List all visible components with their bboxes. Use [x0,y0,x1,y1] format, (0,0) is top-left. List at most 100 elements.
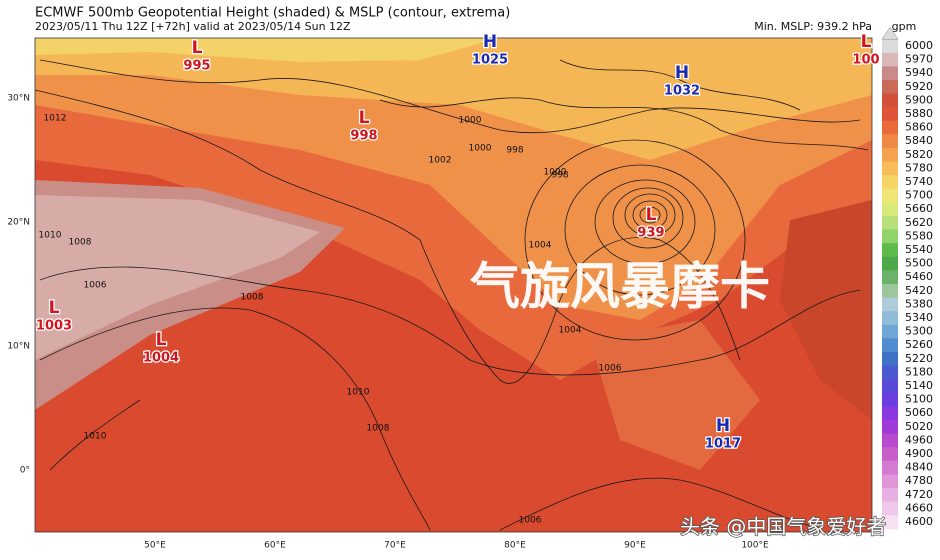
contour [594,179,696,265]
colorbar-swatch [882,66,898,81]
lon-label: 50°E [144,541,166,551]
colorbar-label: 5580 [905,229,933,242]
colorbar-swatch [882,107,898,122]
colorbar-swatch [882,488,898,503]
colorbar-swatch [882,365,898,380]
contour [39,307,431,531]
contour-label: 1010 [347,388,370,398]
contour [559,59,801,111]
contour-label: 1004 [529,241,552,251]
contour [564,164,716,296]
colorbar-label: 5300 [905,325,933,338]
colorbar-label: 5970 [905,53,933,66]
colorbar-label: 5780 [905,161,933,174]
contour-label: 1004 [559,326,582,336]
contour-label: 1006 [84,281,107,291]
colorbar-swatch [882,433,898,448]
colorbar-label: 5500 [905,257,933,270]
center-type: L [49,298,60,318]
center-type: H [716,416,730,436]
map-frame [34,37,873,533]
center-type: L [646,205,657,225]
colorbar-label: 4600 [905,515,933,528]
center-value: 100 [852,53,879,68]
lat-label: 0° [20,466,30,476]
center-value: 1032 [664,84,700,99]
colorbar-label: 5420 [905,284,933,297]
shade [35,195,320,360]
coastline [35,89,741,384]
subtitle: 2023/05/11 Thu 12Z [+72h] valid at 2023/… [35,20,351,33]
colorbar-swatch [882,379,898,394]
title: ECMWF 500mb Geopotential Height (shaded)… [35,6,510,21]
colorbar-swatch [882,474,898,489]
min-mslp: Min. MSLP: 939.2 hPa [754,20,872,33]
colorbar-label: 6000 [905,39,933,52]
colorbar-swatch [882,202,898,217]
contour-label: 1000 [544,168,567,178]
contour [612,187,684,249]
colorbar-swatch [882,311,898,326]
contour-label: 1006 [599,364,622,374]
colorbar-label: 5060 [905,406,933,419]
center-type: L [861,32,872,52]
colorbar-swatch [882,284,898,299]
colorbar-swatch [882,447,898,462]
colorbar-swatch [882,229,898,244]
contour-label: 1006 [519,516,542,526]
colorbar-label: 5340 [905,311,933,324]
center-value: 1017 [705,437,741,452]
contour [39,59,861,134]
colorbar-swatch [882,515,898,530]
contour-label: 1002 [429,156,452,166]
colorbar-swatch [882,188,898,203]
contour [49,399,141,471]
watermark: 头条 @中国气象爱好者 [680,515,886,539]
colorbar-swatch [882,243,898,258]
colorbar-label: 4720 [905,488,933,501]
overlay-title: 气旋风暴摩卡 [470,258,770,316]
contour [499,477,821,531]
colorbar-swatch [882,270,898,285]
center-value: 1003 [36,319,72,334]
colorbar-swatch [882,134,898,149]
colorbar-swatch [882,148,898,163]
colorbar-swatch [882,501,898,516]
contour-label: 1000 [469,144,492,154]
contour-label: 1010 [84,432,107,442]
colorbar-label: 5020 [905,420,933,433]
colorbar-label: 5820 [905,148,933,161]
center-type: L [192,38,203,58]
colorbar-label: 4780 [905,474,933,487]
colorbar-swatch [882,175,898,190]
colorbar-label: 5540 [905,243,933,256]
lat-label: 20°N [7,218,30,228]
colorbar-swatch [882,352,898,367]
colorbar-cap [881,26,899,40]
map-overlays: 6000597059405920590058805860584058205780… [7,26,933,551]
colorbar-swatch [882,324,898,339]
colorbar-swatch [882,420,898,435]
contour-label: 1000 [459,116,482,126]
contour [524,139,746,341]
colorbar-label: 5920 [905,80,933,93]
colorbar-label: 5100 [905,393,933,406]
colorbar-label: 5700 [905,189,933,202]
contour-label: 1008 [367,424,390,434]
colorbar-swatch [882,93,898,108]
colorbar-label: 5140 [905,379,933,392]
colorbar-label: 4960 [905,433,933,446]
colorbar-swatch [882,392,898,407]
center-value: 939 [637,226,664,241]
lon-label: 60°E [264,541,286,551]
colorbar-swatch [882,297,898,312]
contour-label: 998 [506,146,523,156]
contour [379,97,869,151]
colorbar-swatch [882,52,898,67]
colorbar-label: 5660 [905,202,933,215]
colorbar-swatch [882,80,898,95]
contour [639,206,661,224]
lat-label: 30°N [7,94,30,104]
center-type: H [675,63,689,83]
colorbar-label: 5180 [905,365,933,378]
